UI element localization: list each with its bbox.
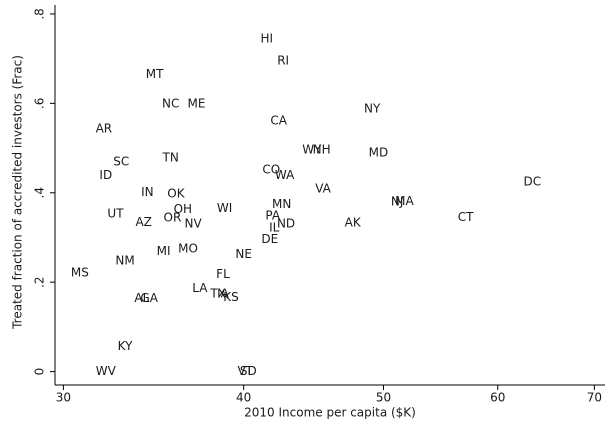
point-label: AL — [134, 291, 149, 305]
point-label: NC — [162, 96, 179, 110]
point-label: NH — [313, 142, 331, 156]
y-axis-label: Treated fraction of accredited investors… — [11, 55, 25, 330]
point-label: LA — [192, 281, 208, 295]
y-tick-label: 0 — [33, 368, 47, 376]
point-label: NV — [185, 217, 203, 231]
point-label: WI — [217, 201, 232, 215]
x-tick-label: 60 — [490, 391, 505, 405]
x-axis-label: 2010 Income per capita ($K) — [244, 406, 416, 420]
point-label: GA — [140, 291, 158, 305]
point-label: AK — [345, 216, 362, 230]
x-tick-label: 70 — [587, 391, 602, 405]
point-label: NJ — [391, 195, 404, 209]
y-tick-label: .2 — [33, 276, 47, 287]
point-label: CO — [262, 162, 280, 176]
point-label: CT — [458, 210, 474, 224]
y-tick-label: .8 — [33, 8, 47, 19]
x-tick-label: 50 — [376, 391, 391, 405]
point-label: IA — [217, 287, 230, 301]
point-label: NE — [235, 247, 252, 261]
point-label: TN — [162, 150, 179, 164]
point-label: MA — [395, 194, 414, 208]
point-label: RI — [277, 53, 289, 67]
point-label: SC — [113, 154, 129, 168]
point-label: MO — [178, 242, 198, 256]
point-label: NY — [364, 102, 381, 116]
point-label: HI — [260, 31, 273, 45]
point-label: WY — [302, 142, 322, 156]
point-label: IN — [141, 185, 154, 199]
point-label: FL — [216, 267, 230, 281]
point-label: PA — [265, 209, 280, 223]
point-label: DE — [261, 232, 278, 246]
point-label: OK — [167, 187, 185, 201]
point-label: VT — [237, 364, 253, 378]
point-label: WV — [96, 364, 117, 378]
y-tick-label: .4 — [33, 187, 47, 198]
point-label: DC — [523, 175, 541, 189]
point-label: MT — [146, 67, 164, 81]
point-label: VA — [315, 182, 331, 196]
point-label: IL — [269, 221, 280, 235]
point-label: MI — [157, 244, 171, 258]
point-label: MS — [71, 266, 89, 280]
point-label: ND — [277, 217, 295, 231]
point-label: SD — [240, 364, 257, 378]
point-label: OR — [164, 211, 182, 225]
point-label: ID — [99, 168, 112, 182]
point-label: WA — [275, 168, 295, 182]
point-label: MD — [369, 145, 389, 159]
point-label: KS — [223, 290, 239, 304]
y-tick-label: .6 — [33, 98, 47, 109]
point-label: AZ — [135, 215, 151, 229]
x-tick-label: 30 — [56, 391, 71, 405]
point-label: TX — [209, 287, 226, 301]
point-label: KY — [118, 339, 133, 353]
point-label: AR — [96, 121, 113, 135]
point-label: MN — [272, 197, 291, 211]
point-label: OH — [174, 202, 192, 216]
point-label: UT — [107, 207, 124, 221]
point-label: ME — [188, 96, 206, 110]
x-tick-label: 40 — [236, 391, 251, 405]
point-label: CA — [270, 113, 287, 127]
point-label: NM — [115, 254, 134, 268]
